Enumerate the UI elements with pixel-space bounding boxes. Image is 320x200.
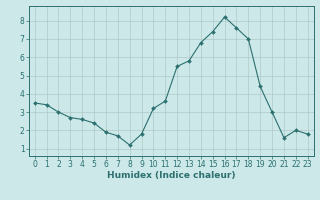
- X-axis label: Humidex (Indice chaleur): Humidex (Indice chaleur): [107, 171, 236, 180]
